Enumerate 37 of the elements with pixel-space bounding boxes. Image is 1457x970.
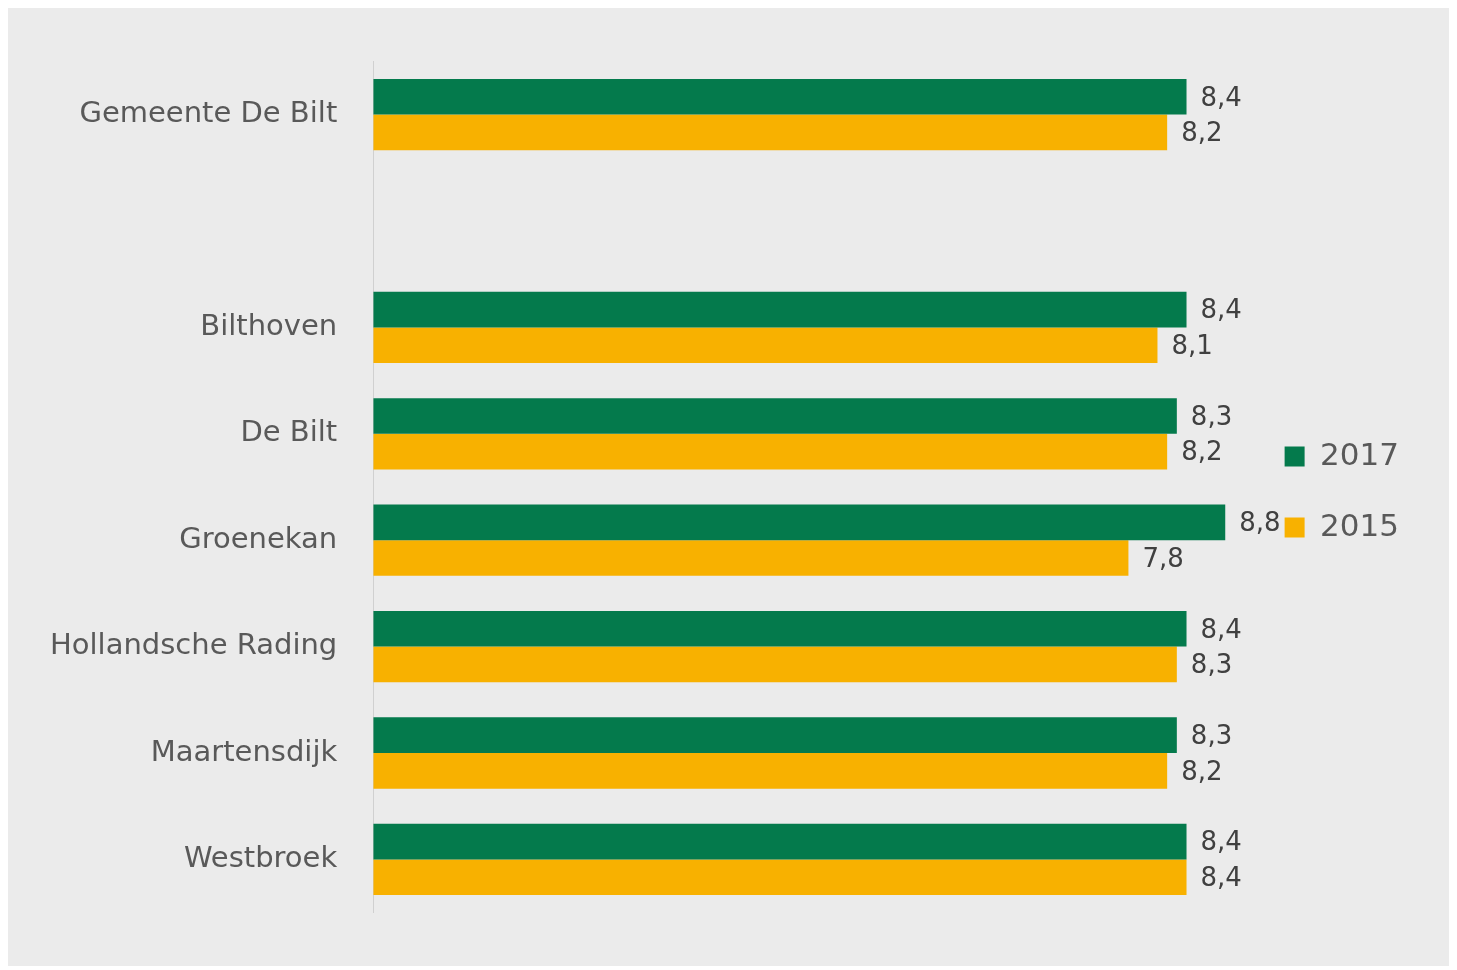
data-label: 8,4 bbox=[1200, 826, 1242, 857]
bar bbox=[373, 823, 1187, 860]
data-label: 8,4 bbox=[1200, 613, 1242, 644]
bar bbox=[373, 646, 1177, 683]
bar bbox=[373, 753, 1168, 789]
data-label: 8,8 bbox=[1239, 507, 1281, 538]
bar bbox=[373, 327, 1158, 364]
legend-label: 2015 bbox=[1320, 506, 1400, 543]
y-tick-label: Westbroek bbox=[183, 839, 338, 874]
bar bbox=[373, 398, 1177, 434]
bar bbox=[373, 717, 1177, 753]
legend-label: 2017 bbox=[1320, 435, 1400, 472]
data-label: 7,8 bbox=[1142, 542, 1184, 573]
y-tick-label: Bilthoven bbox=[200, 307, 338, 342]
bar bbox=[373, 433, 1168, 470]
data-label: 8,3 bbox=[1190, 719, 1233, 750]
y-tick-label: Hollandsche Rading bbox=[49, 627, 338, 662]
bar bbox=[373, 504, 1226, 541]
bar bbox=[373, 540, 1129, 576]
y-tick-label: Gemeente De Bilt bbox=[79, 95, 338, 130]
data-label: 8,3 bbox=[1190, 400, 1233, 431]
bar bbox=[373, 859, 1187, 896]
data-label: 8,2 bbox=[1181, 436, 1223, 467]
data-label: 8,2 bbox=[1181, 117, 1223, 148]
data-label: 8,1 bbox=[1171, 329, 1213, 360]
bar bbox=[373, 78, 1187, 115]
y-tick-label: Groenekan bbox=[179, 520, 338, 555]
bar bbox=[373, 114, 1168, 151]
bar bbox=[373, 291, 1187, 328]
data-label: 8,4 bbox=[1200, 861, 1242, 892]
bar bbox=[373, 610, 1187, 647]
data-label: 8,4 bbox=[1200, 294, 1242, 325]
data-label: 8,3 bbox=[1190, 649, 1233, 680]
y-tick-label: Maartensdijk bbox=[150, 733, 338, 768]
data-label: 8,4 bbox=[1200, 81, 1242, 112]
y-tick-label: De Bilt bbox=[240, 414, 338, 449]
data-label: 8,2 bbox=[1181, 755, 1223, 786]
